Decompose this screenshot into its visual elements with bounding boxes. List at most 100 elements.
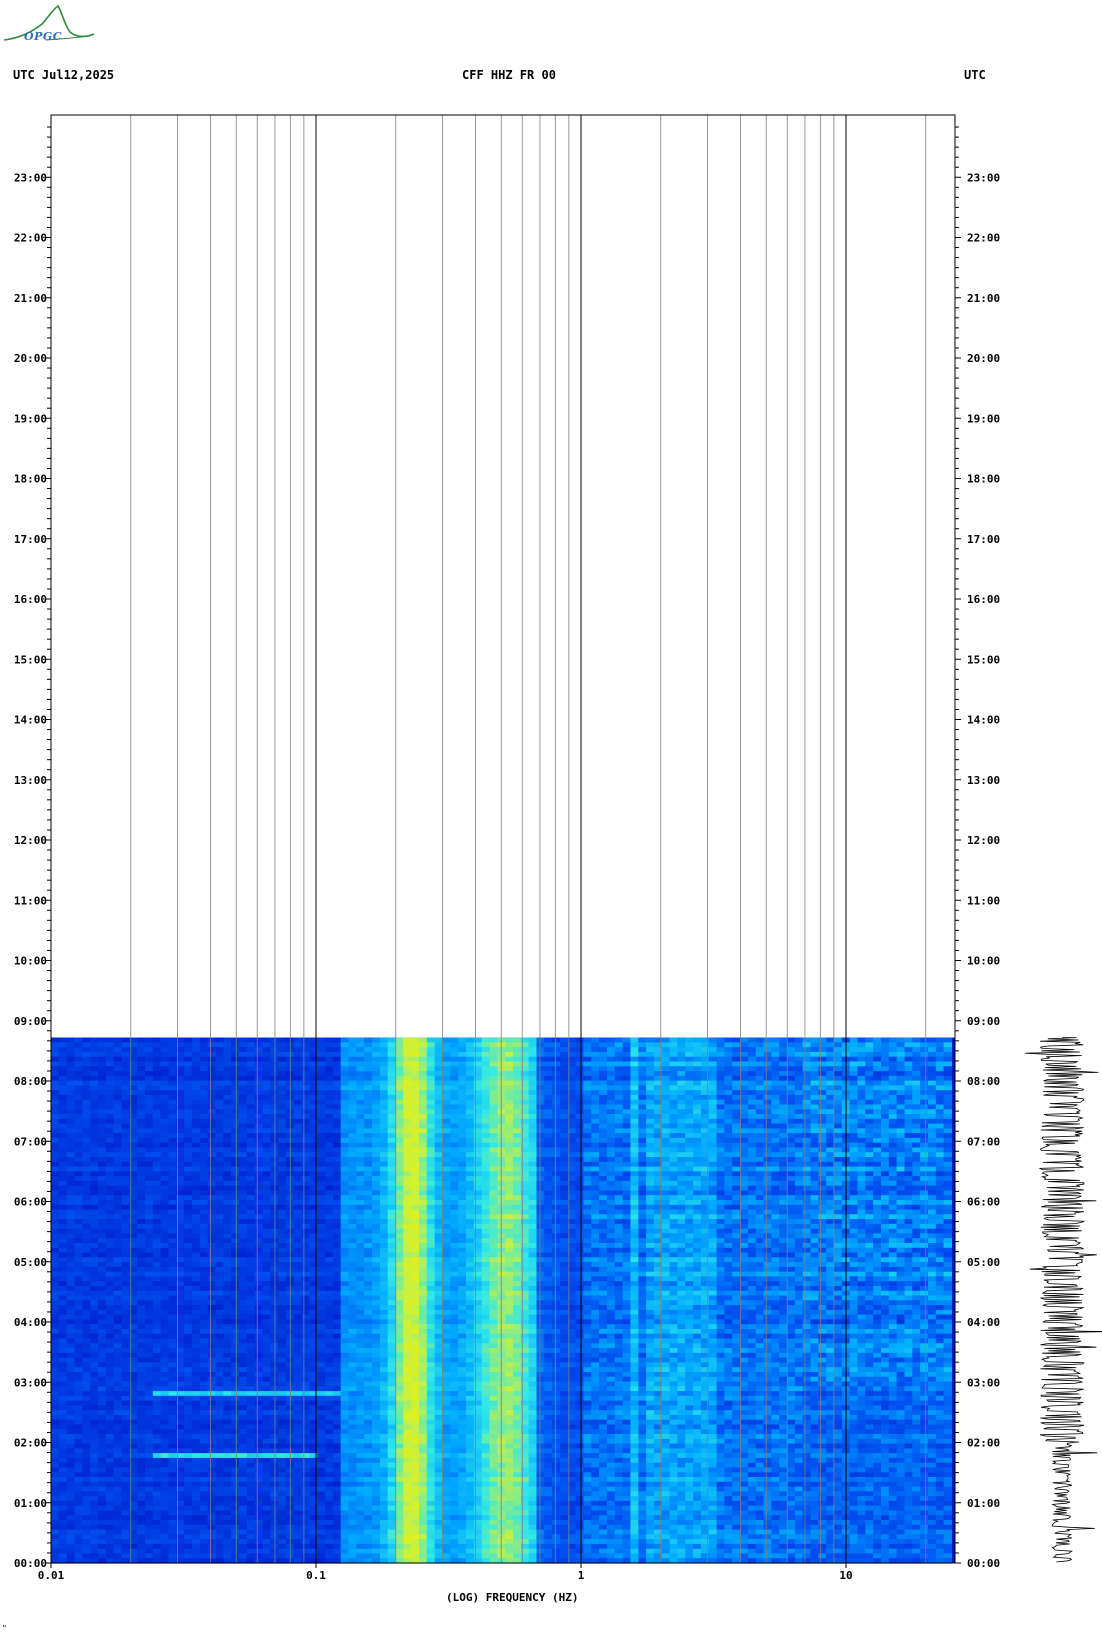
spectrogram-cell — [536, 1214, 545, 1220]
spectrogram-cell — [434, 1219, 444, 1225]
spectrogram-cell — [732, 1204, 741, 1211]
spectrogram-cell — [653, 1094, 663, 1101]
spectrogram-cell — [857, 1200, 866, 1206]
spectrogram-cell — [528, 1047, 537, 1053]
spectrogram-cell — [199, 1114, 209, 1120]
spectrogram-cell — [364, 1180, 373, 1187]
spectrogram-cell — [426, 1176, 436, 1182]
spectrogram-cell — [685, 1200, 694, 1206]
spectrogram-cell — [606, 1099, 616, 1106]
spectrogram-cell — [653, 1114, 663, 1120]
spectrogram-cell — [145, 1118, 154, 1125]
spectrogram-cell — [137, 1142, 146, 1149]
spectrogram-cell — [661, 1233, 671, 1239]
spectrogram-cell — [309, 1209, 318, 1215]
spectrogram-cell — [873, 1214, 882, 1220]
spectrogram-cell — [928, 1238, 937, 1244]
spectrogram-cell — [700, 1233, 710, 1239]
spectrogram-cell — [74, 1166, 83, 1172]
spectrogram-cell — [685, 1238, 694, 1244]
spectrogram-cell — [262, 1204, 271, 1211]
spectrogram-cell — [254, 1161, 263, 1168]
spectrogram-cell — [145, 1180, 154, 1187]
spectrogram-cell — [113, 1171, 122, 1177]
spectrogram-cell — [145, 1061, 154, 1067]
spectrogram-cell — [364, 1152, 373, 1158]
spectrogram-cell — [105, 1137, 115, 1144]
spectrogram-cell — [340, 1071, 350, 1077]
spectrogram-cell — [943, 1056, 952, 1063]
spectrogram-cell — [98, 1219, 107, 1225]
spectrogram-cell — [191, 1166, 201, 1172]
spectrogram-cell — [826, 1037, 835, 1043]
spectrogram-cell — [191, 1042, 201, 1048]
spectrogram-cell — [920, 1238, 929, 1244]
spectrogram-cell — [505, 1123, 514, 1129]
spectrogram-cell — [82, 1109, 91, 1115]
spectrogram-cell — [708, 1137, 718, 1144]
spectrogram-cell — [646, 1071, 655, 1077]
spectrogram-cell — [849, 1061, 859, 1067]
spectrogram-cell — [575, 1228, 584, 1235]
spectrogram-cell — [442, 1133, 451, 1139]
spectrogram-cell — [309, 1223, 318, 1230]
spectrogram-cell — [293, 1152, 303, 1158]
spectrogram-cell — [787, 1051, 796, 1058]
spectrogram-cell — [661, 1061, 671, 1067]
spectrogram-cell — [466, 1142, 475, 1149]
spectrogram-cell — [372, 1104, 381, 1110]
spectrogram-cell — [442, 1204, 451, 1211]
spectrogram-cell — [340, 1171, 350, 1177]
spectrogram-cell — [560, 1109, 569, 1115]
spectrogram-cell — [176, 1056, 185, 1063]
spectrogram-cell — [387, 1233, 397, 1239]
spectrogram-cell — [802, 1037, 812, 1043]
spectrogram-cell — [473, 1061, 483, 1067]
spectrogram-cell — [881, 1080, 890, 1086]
spectrogram-cell — [113, 1099, 122, 1106]
spectrogram-cell — [348, 1233, 357, 1239]
spectrogram-cell — [152, 1075, 162, 1082]
spectrogram-cell — [661, 1238, 671, 1244]
spectrogram-cell — [896, 1161, 905, 1168]
spectrogram-cell — [152, 1238, 162, 1244]
spectrogram-cell — [928, 1099, 937, 1106]
spectrogram-cell — [199, 1066, 209, 1072]
spectrogram-cell — [935, 1056, 945, 1063]
spectrogram-cell — [708, 1190, 718, 1196]
spectrogram-cell — [168, 1037, 177, 1043]
spectrogram-cell — [653, 1075, 663, 1082]
spectrogram-cell — [176, 1047, 185, 1053]
spectrogram-cell — [246, 1128, 256, 1134]
spectrogram-cell — [787, 1114, 796, 1120]
spectrogram-cell — [387, 1166, 397, 1172]
spectrogram-cell — [724, 1056, 733, 1063]
spectrogram-cell — [693, 1123, 702, 1129]
spectrogram-cell — [630, 1209, 639, 1215]
spectrogram-cell — [223, 1104, 232, 1110]
spectrogram-cell — [943, 1085, 952, 1091]
spectrogram-cell — [458, 1080, 467, 1086]
spectrogram-cell — [481, 1037, 491, 1043]
spectrogram-cell — [747, 1094, 757, 1101]
spectrogram-cell — [458, 1204, 467, 1211]
spectrogram-cell — [606, 1185, 616, 1192]
spectrogram-cell — [278, 1133, 287, 1139]
spectrogram-cell — [356, 1123, 365, 1129]
spectrogram-cell — [293, 1109, 303, 1115]
spectrogram-cell — [231, 1243, 240, 1249]
spectrogram-cell — [98, 1137, 107, 1144]
spectrogram-cell — [802, 1075, 812, 1082]
spectrogram-cell — [207, 1223, 216, 1230]
spectrogram-cell — [105, 1071, 115, 1077]
spectrogram-cell — [395, 1219, 404, 1225]
spectrogram-cell — [779, 1180, 788, 1187]
spectrogram-cell — [481, 1075, 491, 1082]
spectrogram-cell — [771, 1085, 780, 1091]
spectrogram-cell — [145, 1104, 154, 1110]
spectrogram-cell — [481, 1071, 491, 1077]
spectrogram-cell — [160, 1042, 169, 1048]
spectrogram-cell — [82, 1152, 91, 1158]
spectrogram-cell — [865, 1104, 874, 1110]
spectrogram-cell — [199, 1223, 209, 1230]
